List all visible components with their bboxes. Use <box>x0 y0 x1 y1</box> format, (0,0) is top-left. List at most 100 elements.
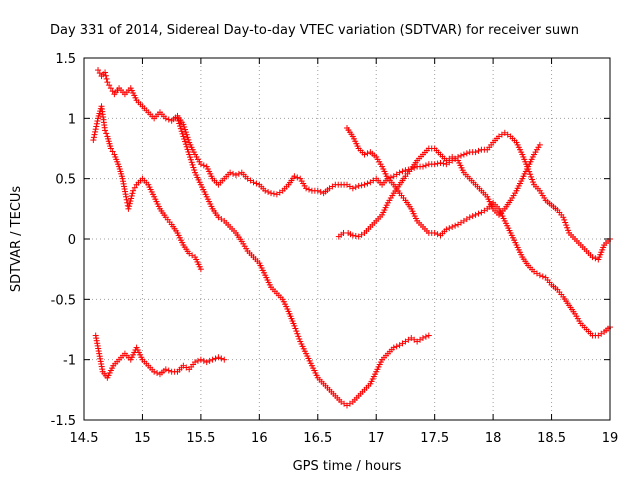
data-point-track-d <box>179 130 186 137</box>
data-point-track-a <box>387 174 394 181</box>
data-point-track-d <box>180 133 187 140</box>
data-point-track-a <box>109 88 116 95</box>
data-point-track-c <box>203 359 210 366</box>
data-point-track-a <box>431 161 438 168</box>
data-point-track-b <box>125 205 132 212</box>
data-point-track-c <box>200 357 207 364</box>
data-point-track-b <box>127 198 134 205</box>
data-point-track-d <box>292 325 299 332</box>
data-point-track-a <box>561 216 568 223</box>
data-point-track-d <box>190 164 197 171</box>
data-point-track-a <box>230 170 237 177</box>
data-point-track-b <box>130 187 137 194</box>
y-tick-label: -1.5 <box>51 414 76 429</box>
data-point-track-d <box>295 333 302 340</box>
data-point-track-a <box>457 152 464 159</box>
data-point-track-d <box>185 148 192 155</box>
data-point-track-a <box>184 134 191 141</box>
data-point-track-b <box>123 196 130 203</box>
data-points <box>90 67 613 409</box>
data-point-track-b <box>120 178 127 185</box>
data-point-track-a <box>563 222 570 229</box>
data-point-track-d <box>181 136 188 143</box>
data-point-track-e <box>434 231 441 238</box>
data-point-track-c <box>98 360 105 367</box>
data-point-track-e <box>443 226 450 233</box>
data-point-track-d <box>191 167 198 174</box>
data-point-track-a <box>592 255 599 262</box>
data-point-track-a <box>352 184 359 191</box>
data-point-track-f <box>349 232 356 239</box>
data-point-track-a <box>472 149 479 156</box>
data-point-track-d <box>390 344 397 351</box>
data-point-track-b <box>103 130 110 137</box>
data-point-track-c <box>98 363 105 370</box>
data-point-track-a <box>253 180 260 187</box>
data-point-track-a <box>364 180 371 187</box>
data-point-track-b <box>93 120 100 127</box>
data-point-track-d <box>182 141 189 148</box>
data-point-track-b <box>126 200 133 207</box>
data-point-track-e <box>431 229 438 236</box>
data-point-track-d <box>419 334 426 341</box>
data-point-track-a <box>527 171 534 178</box>
data-point-track-b <box>119 175 126 182</box>
data-point-track-b <box>93 123 100 130</box>
data-point-track-b <box>122 188 129 195</box>
data-point-track-d <box>291 322 298 329</box>
data-point-track-a <box>303 185 310 192</box>
data-point-track-c <box>97 355 104 362</box>
data-point-track-a <box>529 176 536 183</box>
data-point-track-a <box>422 162 429 169</box>
data-point-track-b <box>90 134 97 141</box>
y-axis-label: SDTVAR / TECUs <box>9 186 24 293</box>
data-point-track-a <box>419 163 426 170</box>
data-point-track-e <box>536 272 543 279</box>
data-point-track-a <box>102 69 109 76</box>
data-point-track-b <box>92 126 99 133</box>
data-point-track-a <box>102 72 109 79</box>
data-point-track-a <box>399 168 406 175</box>
data-point-track-c <box>165 367 172 374</box>
data-point-track-a <box>103 75 110 82</box>
data-point-track-f <box>352 232 359 239</box>
data-point-track-a <box>358 182 365 189</box>
data-point-track-c <box>94 342 101 349</box>
data-point-track-a <box>564 224 571 231</box>
data-point-track-a <box>437 159 444 166</box>
data-point-track-e <box>469 213 476 220</box>
data-point-track-c <box>194 357 201 364</box>
data-point-track-a <box>402 167 409 174</box>
y-tick-label: 1 <box>68 112 76 127</box>
data-point-track-b <box>90 137 97 144</box>
data-point-track-a <box>265 188 272 195</box>
data-point-track-c <box>215 354 222 361</box>
data-point-track-c <box>96 350 103 357</box>
data-point-track-b <box>107 145 114 152</box>
data-point-track-d <box>177 123 184 130</box>
data-point-track-a <box>562 219 569 226</box>
data-point-track-d <box>188 159 195 166</box>
y-tick-label: -0.5 <box>51 293 76 308</box>
data-point-track-a <box>361 181 368 188</box>
y-tick-label: -1 <box>63 354 76 369</box>
data-point-track-d <box>187 154 194 161</box>
data-point-track-b <box>91 131 98 138</box>
data-point-track-c <box>209 356 216 363</box>
x-tick-label: 18 <box>485 431 502 446</box>
data-point-track-d <box>187 156 194 163</box>
data-point-track-a <box>291 173 298 180</box>
data-point-track-a <box>294 174 301 181</box>
x-tick-label: 19 <box>602 431 619 446</box>
data-point-track-c <box>95 348 102 355</box>
data-point-track-a <box>180 121 187 128</box>
data-point-track-a <box>589 254 596 261</box>
data-point-track-a <box>475 147 482 154</box>
data-point-track-d <box>178 128 185 135</box>
data-point-track-c <box>96 353 103 360</box>
data-point-track-a <box>355 182 362 189</box>
data-point-track-b <box>120 180 127 187</box>
y-tick-label: 0 <box>68 233 76 248</box>
data-point-track-c <box>95 345 102 352</box>
data-point-track-a <box>182 126 189 133</box>
